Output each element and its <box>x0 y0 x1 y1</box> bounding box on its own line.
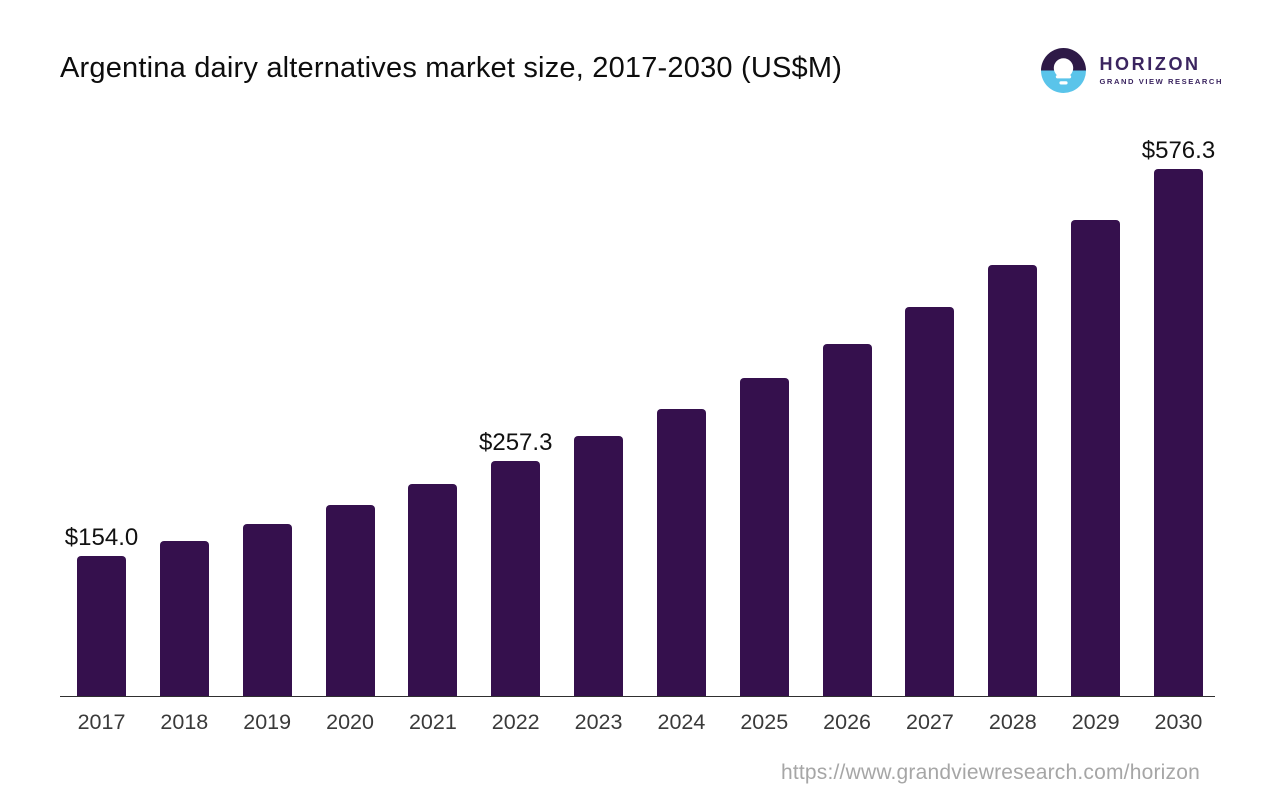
bar-slot-2025 <box>739 378 789 697</box>
x-tick-label-2021: 2021 <box>408 710 457 734</box>
bar-slot-2021 <box>408 484 458 697</box>
bar-slot-2020 <box>325 505 375 697</box>
bar-2021 <box>408 484 458 697</box>
horizon-sun-icon <box>1041 48 1087 93</box>
bar-slot-2028 <box>988 265 1038 697</box>
logo-text-block: HORIZON GRAND VIEW RESEARCH <box>1099 53 1223 87</box>
bar-value-label-2030: $576.3 <box>1141 137 1216 164</box>
x-tick-label-2022: 2022 <box>491 710 540 734</box>
bar-2017 <box>77 556 126 697</box>
x-axis-tick-labels: 2017 2018 2019 2020 2021 2022 2023 2024 2025 2026… <box>60 710 1220 735</box>
bar-2019 <box>242 524 292 697</box>
x-tick-label-2020: 2020 <box>326 710 374 734</box>
logo-brand-name: HORIZON <box>1099 53 1201 74</box>
bar-2028 <box>988 265 1038 697</box>
bar-2027 <box>905 307 955 697</box>
bar-slot-2027 <box>905 307 955 697</box>
bar-slot-2017: $154.0 <box>65 526 138 697</box>
bar-slot-2022: $257.3 <box>479 431 552 697</box>
bar-slot-2019 <box>242 524 292 697</box>
x-tick-label-2023: 2023 <box>574 710 623 734</box>
x-tick-label-2027: 2027 <box>906 710 954 734</box>
bar-slot-2023 <box>574 436 624 697</box>
horizon-logo: HORIZON GRAND VIEW RESEARCH <box>1041 48 1223 93</box>
bar-2025 <box>739 378 789 697</box>
x-tick-label-2017: 2017 <box>77 710 126 734</box>
x-tick-label-2028: 2028 <box>988 710 1037 734</box>
x-tick-label-2025: 2025 <box>740 710 789 734</box>
bar-slot-2018 <box>159 541 209 697</box>
source-url: https://www.grandviewresearch.com/horizo… <box>780 761 1200 784</box>
bar-slot-2024 <box>656 409 706 697</box>
bar-2023 <box>574 436 624 697</box>
x-tick-label-2029: 2029 <box>1071 710 1120 734</box>
logo-brand-subtitle: GRAND VIEW RESEARCH <box>1099 77 1223 87</box>
bar-2030 <box>1153 169 1203 697</box>
bar-2029 <box>1071 220 1121 697</box>
bar-value-label-2022: $257.3 <box>479 429 553 456</box>
bar-2020 <box>325 505 375 697</box>
chart-title: Argentina dairy alternatives market size… <box>60 52 843 84</box>
bar-value-label-2017: $154.0 <box>64 524 139 551</box>
x-tick-label-2024: 2024 <box>657 710 706 734</box>
x-axis-line <box>60 696 1215 697</box>
bar-2018 <box>159 541 209 697</box>
x-tick-label-2026: 2026 <box>823 710 872 734</box>
bar-slot-2026 <box>822 344 872 697</box>
bar-2024 <box>656 409 706 697</box>
bar-slot-2030: $576.3 <box>1142 139 1215 697</box>
x-tick-label-2030: 2030 <box>1154 710 1203 734</box>
bar-slot-2029 <box>1071 220 1121 697</box>
bar-2026 <box>822 344 872 697</box>
x-tick-label-2018: 2018 <box>160 710 209 734</box>
x-tick-label-2019: 2019 <box>243 710 292 734</box>
bar-chart-plot-area: $154.0 $257.3 $576.3 <box>60 139 1220 697</box>
bar-2022 <box>491 461 541 697</box>
